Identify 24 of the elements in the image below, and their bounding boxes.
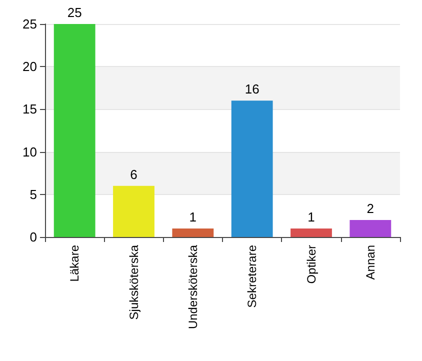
bar: [290, 228, 332, 237]
data-label: 2: [366, 200, 374, 216]
x-tick-label: Sekreterare: [245, 244, 260, 308]
x-tick-label: Sjuksköterska: [126, 244, 141, 320]
bar: [231, 100, 273, 237]
bar: [172, 228, 214, 237]
x-tick-label: Optiker: [304, 245, 318, 284]
bar: [350, 220, 392, 237]
y-tick-label: 5: [30, 186, 37, 202]
y-tick-label: 15: [22, 102, 37, 117]
y-tick-label: 20: [22, 59, 37, 74]
x-tick-label: Undersköterska: [186, 244, 200, 330]
data-label: 25: [67, 5, 82, 20]
data-label: 1: [308, 209, 315, 224]
y-tick-label: 10: [22, 144, 37, 160]
bar: [113, 186, 154, 237]
y-tick-label: 0: [30, 230, 37, 244]
x-tick-label: Annan: [363, 245, 378, 280]
data-label: 6: [130, 166, 138, 182]
data-label: 1: [189, 209, 197, 224]
x-tick-label: Läkare: [68, 244, 82, 282]
bar: [54, 24, 96, 237]
data-label: 16: [244, 82, 260, 97]
y-tick-label: 25: [22, 16, 37, 32]
